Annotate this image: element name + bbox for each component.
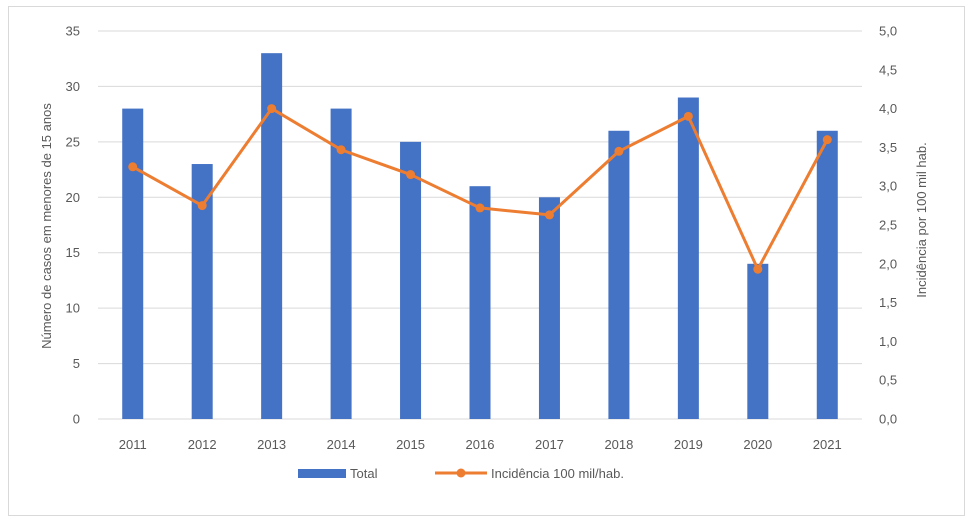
y-axis-title: Número de casos em menores de 15 anos [39,103,54,349]
line-point [336,145,346,155]
y2-tick-label: 2,0 [879,256,897,271]
y-tick-label: 25 [66,134,80,149]
right-axis: 0,0 0,5 1,0 1,5 2,0 2,5 3,0 3,5 4,0 4,5 5,0 [879,24,897,427]
legend-marker-incidence [456,468,466,478]
y-tick-label: 15 [66,245,80,260]
y-tick-label: 30 [66,79,80,94]
y2-tick-label: 0,5 [879,373,897,388]
x-tick-label: 2020 [743,437,772,452]
legend-swatch-total [298,469,346,478]
bar [261,53,283,420]
y-tick-label: 35 [66,24,80,39]
y-tick-label: 20 [66,190,80,205]
y2-tick-label: 3,5 [879,140,897,155]
y2-tick-label: 1,5 [879,295,897,310]
line-point [683,111,693,121]
line-point [753,264,763,274]
x-tick-label: 2011 [119,437,147,452]
line-series-incidence [128,104,832,274]
y2-tick-label: 0,0 [879,412,897,427]
line-point [614,146,624,156]
bar [330,108,352,419]
line-point [197,201,207,211]
y2-tick-label: 4,5 [879,62,897,77]
y2-axis-title: Incidência por 100 mil hab. [914,142,929,297]
bar [122,108,144,419]
bar [191,164,213,419]
bar [538,197,560,419]
legend-label-total: Total [350,466,378,481]
line-point [475,203,485,213]
x-axis: 2011 2012 2013 2014 2015 2016 2017 2018 2019 2020… [119,437,842,452]
line-point [406,170,416,180]
x-tick-label: 2018 [604,437,633,452]
x-tick-label: 2014 [327,437,356,452]
y-tick-label: 0 [73,412,80,427]
legend-label-incidence: Incidência 100 mil/hab. [491,466,624,481]
line-point [544,210,554,220]
x-tick-label: 2017 [535,437,564,452]
x-tick-label: 2015 [396,437,425,452]
legend: Total Incidência 100 mil/hab. [298,466,624,481]
y2-tick-label: 2,5 [879,218,897,233]
left-axis: 0 5 10 15 20 25 30 35 [66,24,80,427]
y-tick-label: 10 [66,301,80,316]
y2-tick-label: 5,0 [879,24,897,39]
bar [677,97,699,419]
line-point [822,135,832,145]
x-tick-label: 2013 [257,437,286,452]
bar [400,141,422,419]
bar-series-total [122,53,838,420]
x-tick-label: 2012 [188,437,217,452]
y2-tick-label: 4,0 [879,101,897,116]
x-tick-label: 2019 [674,437,703,452]
y-tick-label: 5 [73,356,80,371]
bar [816,130,838,419]
line-point [128,162,138,172]
bar [608,130,630,419]
x-tick-label: 2016 [466,437,495,452]
y2-tick-label: 3,0 [879,179,897,194]
bar [747,263,769,419]
line-point [267,104,277,114]
x-tick-label: 2021 [813,437,842,452]
bar [469,186,491,419]
y2-tick-label: 1,0 [879,334,897,349]
